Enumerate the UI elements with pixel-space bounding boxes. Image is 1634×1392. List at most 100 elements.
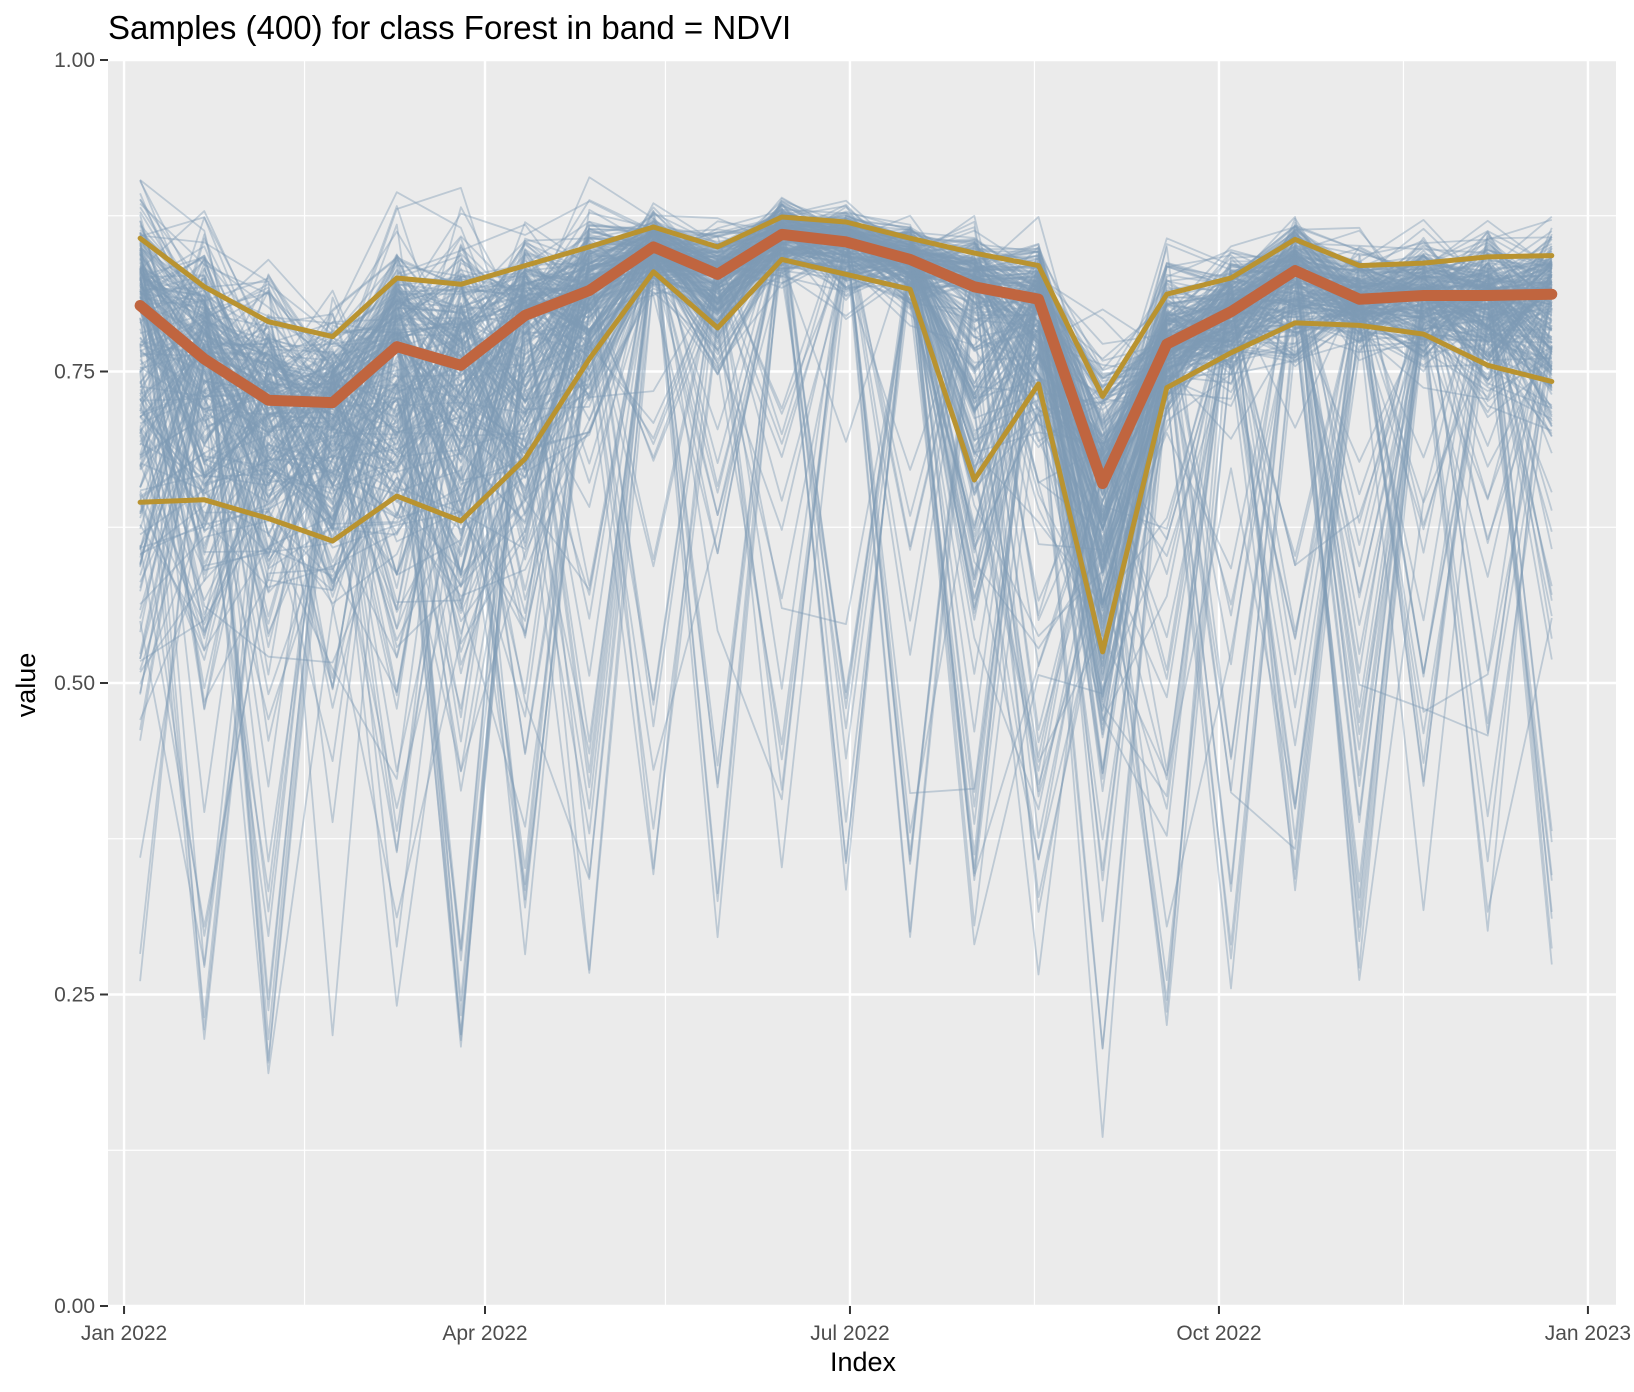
sample-line <box>139 241 1553 611</box>
sample-line <box>139 220 1552 530</box>
chart-title: Samples (400) for class Forest in band =… <box>108 9 791 46</box>
sample-line <box>139 227 1553 880</box>
sample-line <box>139 258 1553 565</box>
sample-line <box>139 225 1553 529</box>
y-tick-label: 0.50 <box>54 672 95 695</box>
sample-line <box>139 243 1553 948</box>
sample-line <box>139 222 1553 937</box>
sample-line <box>139 221 1553 512</box>
x-tick-label: Apr 2022 <box>442 1322 527 1345</box>
sample-line <box>139 210 1553 470</box>
sample-line <box>139 206 1553 1012</box>
y-axis-title: value <box>11 653 41 718</box>
sample-line <box>139 203 1553 1002</box>
sample-line <box>139 212 1553 863</box>
y-tick-label: 0.25 <box>54 984 95 1007</box>
sample-line <box>139 230 1553 871</box>
y-tick-label: 1.00 <box>54 49 95 72</box>
sample-line <box>139 230 1553 870</box>
quartile-lines <box>137 214 1555 655</box>
sample-line <box>139 225 1553 649</box>
lower-quartile-line <box>137 256 1555 655</box>
sample-line <box>139 224 1553 697</box>
sample-line <box>139 216 1553 805</box>
sample-line <box>139 214 1553 576</box>
y-axis: 0.00 0.25 0.50 0.75 1.00 <box>54 49 108 1318</box>
sample-line <box>139 228 1553 629</box>
sample-line <box>139 226 1553 443</box>
x-axis: Jan 2022 Apr 2022 Jul 2022 Oct 2022 Jan 2023 <box>81 1306 1631 1345</box>
sample-line <box>139 250 1553 1049</box>
sample-line <box>139 215 1553 550</box>
sample-line <box>139 230 1553 791</box>
sample-line <box>139 226 1553 562</box>
sample-line <box>139 228 1553 725</box>
sample-line <box>139 223 1553 479</box>
sample-line <box>139 212 1553 767</box>
sample-line <box>139 222 1553 891</box>
sample-line <box>139 229 1553 741</box>
x-tick-label: Jan 2023 <box>1545 1322 1631 1345</box>
x-tick-label: Jan 2022 <box>81 1322 167 1345</box>
sample-line <box>139 237 1553 919</box>
sample-line <box>139 218 1553 695</box>
sample-line <box>139 228 1553 913</box>
sample-line <box>139 234 1553 728</box>
x-tick-label: Jul 2022 <box>810 1322 889 1345</box>
sample-line <box>139 231 1553 555</box>
sample-line <box>139 211 1553 517</box>
sample-line <box>140 215 1553 1037</box>
sample-line <box>139 234 1553 861</box>
sample-line <box>139 232 1553 721</box>
sample-line <box>139 235 1553 573</box>
sample-line <box>139 215 1553 697</box>
sample-line <box>139 223 1553 843</box>
sample-line <box>139 219 1553 789</box>
sample-line <box>139 229 1553 532</box>
sample-line <box>139 223 1553 675</box>
sample-line <box>139 248 1553 854</box>
sample-line <box>139 215 1553 751</box>
sample-line <box>139 222 1553 1036</box>
sample-line <box>139 232 1553 695</box>
sample-line <box>139 231 1552 952</box>
sample-line <box>139 221 1552 425</box>
sample-line <box>139 226 1553 772</box>
sample-line <box>139 218 1552 798</box>
sample-line <box>139 226 1553 609</box>
sample-line <box>139 233 1552 770</box>
sample-line <box>139 231 1553 656</box>
sample-line <box>139 203 1553 655</box>
sample-line <box>139 218 1553 713</box>
sample-line <box>140 211 1553 946</box>
sample-line <box>139 200 1553 484</box>
sample-line <box>139 245 1552 755</box>
sample-line <box>139 230 1553 862</box>
sample-line <box>139 231 1553 594</box>
sample-line <box>139 249 1553 911</box>
sample-line <box>139 253 1553 1007</box>
major-gridlines <box>108 58 1616 1308</box>
sample-line <box>139 179 1553 557</box>
sample-line <box>139 205 1553 966</box>
sample-line <box>139 226 1553 1031</box>
sample-line <box>139 249 1553 653</box>
median-line-group <box>134 228 1558 490</box>
sample-line <box>139 221 1553 969</box>
sample-line <box>139 214 1553 491</box>
median-line <box>134 228 1558 490</box>
sample-line <box>139 246 1553 735</box>
sample-line <box>139 243 1553 1064</box>
sample-line <box>139 226 1553 617</box>
sample-line <box>139 216 1553 626</box>
sample-line <box>139 214 1553 529</box>
sample-line <box>139 221 1553 974</box>
sample-line <box>139 232 1553 960</box>
sample-line <box>139 256 1553 856</box>
sample-line <box>139 225 1553 710</box>
sample-line <box>139 206 1553 760</box>
sample-line <box>139 239 1553 927</box>
sample-line <box>139 179 1553 530</box>
sample-line <box>139 203 1553 667</box>
